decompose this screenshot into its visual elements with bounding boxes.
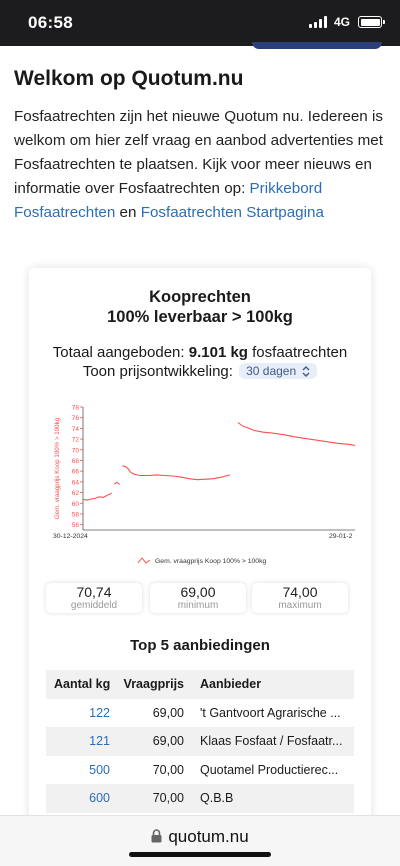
card-title: Kooprechten: [149, 288, 251, 306]
row-seller: 't Gantvoort Agrarische ...: [200, 705, 341, 720]
table-row[interactable]: 500 70,00 Quotamel Productierec...: [46, 756, 354, 785]
series-line: [237, 422, 356, 447]
stat-maximum: 74,00 maximum: [252, 583, 348, 613]
y-tick-label: 74: [72, 426, 80, 433]
stat-average-value: 70,74: [76, 584, 112, 600]
y-tick-label: 68: [72, 458, 80, 465]
y-tick-label: 64: [72, 479, 80, 486]
intro-joiner: en: [119, 204, 137, 221]
row-kg[interactable]: 122: [89, 705, 110, 720]
series-line: [122, 465, 231, 481]
chevron-updown-icon: [302, 365, 310, 377]
y-tick-label: 70: [72, 447, 80, 454]
price-development-label: Toon prijsontwikkeling:: [82, 363, 233, 380]
stat-minimum: 69,00 minimum: [150, 583, 246, 613]
table-row[interactable]: 122 69,00 't Gantvoort Agrarische ...: [46, 699, 354, 728]
x-tick-label: 30-12-2024: [53, 533, 88, 540]
row-price: 70,00: [152, 762, 184, 777]
stat-minimum-label: minimum: [177, 600, 219, 611]
header-kg[interactable]: Aantal kg: [54, 677, 111, 692]
row-seller: Q.B.B: [200, 791, 234, 806]
intro-text: Fosfaatrechten zijn het nieuwe Quotum nu…: [14, 105, 386, 225]
stat-maximum-value: 74,00: [282, 584, 318, 600]
period-select[interactable]: 30 dagen: [239, 363, 318, 379]
total-offered-value: 9.101 kg: [188, 344, 248, 361]
price-development: Toon prijsontwikkeling: 30 dagen: [29, 363, 371, 380]
y-tick-label: 72: [72, 437, 80, 444]
total-offered: Totaal aangeboden: 9.101 kg fosfaatrecht…: [29, 344, 371, 361]
stat-minimum-value: 69,00: [180, 584, 216, 600]
intro-section: Welkom op Quotum.nu Fosfaatrechten zijn …: [14, 66, 386, 225]
row-kg[interactable]: 600: [89, 791, 110, 806]
url-text: quotum.nu: [168, 827, 249, 846]
link-startpagina[interactable]: Fosfaatrechten Startpagina: [140, 204, 324, 221]
status-icons: 4G: [308, 15, 385, 29]
stat-average-label: gemiddeld: [70, 600, 118, 611]
table-row[interactable]: 121 69,00 Klaas Fosfaat / Fosfaatr...: [46, 727, 354, 756]
header-seller[interactable]: Aanbieder: [200, 677, 262, 692]
stat-average: 70,74 gemiddeld: [46, 583, 142, 613]
legend-label: Gem. vraagprijs Koop 100% > 100kg: [155, 558, 266, 565]
y-tick-label: 62: [72, 490, 80, 497]
home-indicator: [129, 852, 271, 857]
intro-text-body: Fosfaatrechten zijn het nieuwe Quotum nu…: [14, 108, 383, 197]
y-tick-label: 58: [72, 511, 80, 518]
header-price[interactable]: Vraagprijs: [123, 677, 184, 692]
kooprechten-card: Kooprechten 100% leverbaar > 100kg Totaa…: [29, 268, 371, 828]
series-line: [82, 492, 112, 501]
y-axis-label: Gem. vraagprijs Koop 100% > 100kg: [54, 417, 61, 519]
offers-table: Aantal kg Vraagprijs Aanbieder 122 69,00…: [46, 670, 354, 813]
browser-url-bar[interactable]: quotum.nu: [0, 815, 400, 866]
y-tick-label: 78: [72, 405, 80, 412]
card-subtitle: 100% leverbaar > 100kg: [107, 308, 293, 326]
period-select-value: 30 dagen: [246, 364, 297, 378]
battery-icon: [358, 16, 385, 28]
row-kg[interactable]: 121: [89, 734, 110, 749]
row-price: 70,00: [152, 791, 184, 806]
table-header: Aantal kg Vraagprijs Aanbieder: [46, 670, 354, 699]
series-line: [114, 481, 121, 485]
row-price: 69,00: [152, 734, 184, 749]
network-label: 4G: [333, 15, 350, 29]
row-price: 69,00: [152, 705, 184, 720]
y-tick-label: 66: [72, 469, 80, 476]
row-seller: Klaas Fosfaat / Fosfaatr...: [200, 734, 343, 749]
status-time: 06:58: [28, 13, 73, 32]
stat-maximum-label: maximum: [278, 600, 322, 611]
y-tick-label: 76: [72, 415, 80, 422]
price-chart: 56 58 60 62 64 66 68 70 72 74 76 78 Gem. vraagprijs …: [53, 405, 356, 565]
row-kg[interactable]: 500: [89, 762, 110, 777]
url-display[interactable]: quotum.nu: [0, 827, 400, 847]
total-offered-label: Totaal aangeboden:: [52, 344, 185, 361]
header-strip: [0, 42, 400, 52]
row-seller: Quotamel Productierec...: [200, 762, 339, 777]
x-tick-label: 29-01-2: [329, 533, 353, 540]
signal-icon: [308, 16, 327, 28]
top5-title: Top 5 aanbiedingen: [130, 637, 270, 654]
table-row[interactable]: 600 70,00 Q.B.B: [46, 784, 354, 813]
link-prikkebord[interactable]: Prikkebord Fosfaatrechten: [14, 180, 323, 221]
y-tick-label: 60: [72, 501, 80, 508]
total-offered-unit: fosfaatrechten: [252, 344, 348, 361]
header-band: [252, 42, 382, 49]
legend-swatch: [137, 557, 151, 564]
lock-icon: [151, 829, 162, 843]
status-bar: 06:58 4G: [0, 0, 400, 46]
y-tick-label: 56: [72, 522, 80, 529]
page-title: Welkom op Quotum.nu: [14, 67, 244, 90]
